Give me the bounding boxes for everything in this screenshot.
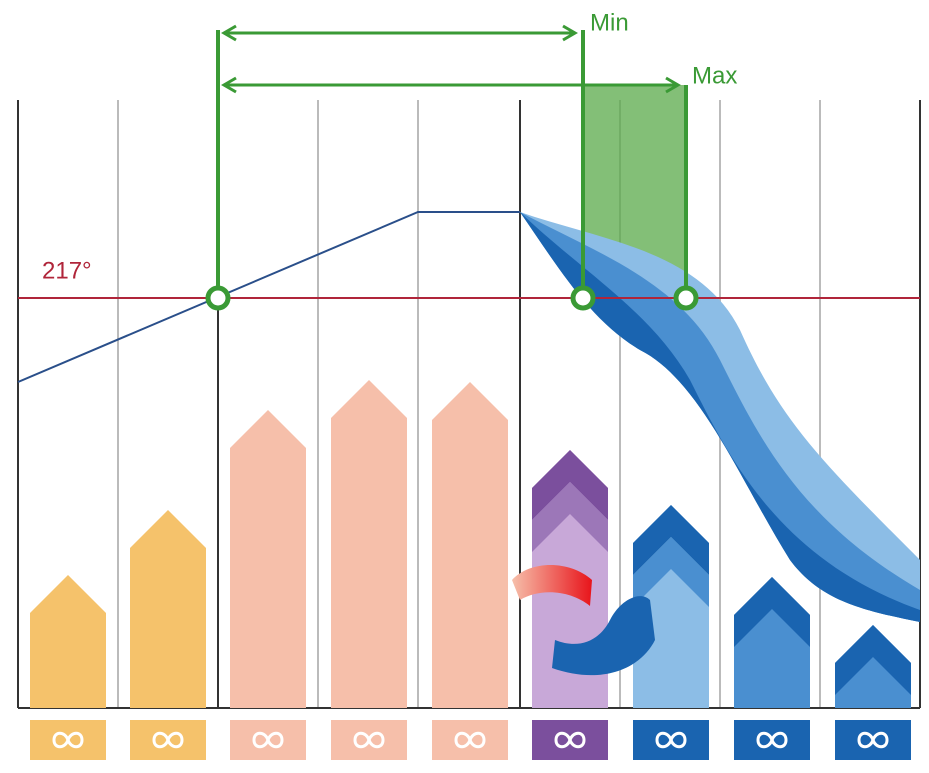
window-markers <box>205 24 699 311</box>
temperature-label: 217° <box>42 257 92 284</box>
max-label: Max <box>692 62 737 89</box>
heat-flow <box>512 565 592 606</box>
profile-line <box>17 211 520 383</box>
cooling-band <box>520 212 920 622</box>
cool-flow <box>552 596 655 676</box>
min-label: Min <box>590 9 629 36</box>
heater-arrows <box>30 380 911 708</box>
window-fill <box>583 85 686 290</box>
fan-icons <box>30 720 911 760</box>
